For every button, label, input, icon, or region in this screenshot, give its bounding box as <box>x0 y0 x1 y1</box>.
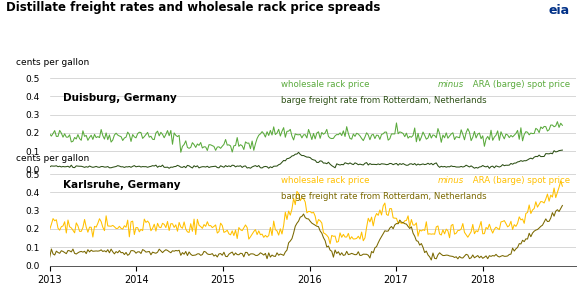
Text: ARA (barge) spot price: ARA (barge) spot price <box>470 176 570 185</box>
Text: wholesale rack price: wholesale rack price <box>281 176 373 185</box>
Text: barge freight rate from Rotterdam, Netherlands: barge freight rate from Rotterdam, Nethe… <box>281 96 487 105</box>
Text: Distillate freight rates and wholesale rack price spreads: Distillate freight rates and wholesale r… <box>6 2 380 14</box>
Text: cents per gallon: cents per gallon <box>15 154 89 163</box>
Text: wholesale rack price: wholesale rack price <box>281 80 373 89</box>
Text: Karlsruhe, Germany: Karlsruhe, Germany <box>63 180 180 190</box>
Text: minus: minus <box>437 80 463 89</box>
Text: cents per gallon: cents per gallon <box>15 58 89 67</box>
Text: eia: eia <box>548 4 569 17</box>
Text: minus: minus <box>437 176 463 185</box>
Text: barge freight rate from Rotterdam, Netherlands: barge freight rate from Rotterdam, Nethe… <box>281 192 487 201</box>
Text: Duisburg, Germany: Duisburg, Germany <box>63 93 177 103</box>
Text: ARA (barge) spot price: ARA (barge) spot price <box>470 80 570 89</box>
